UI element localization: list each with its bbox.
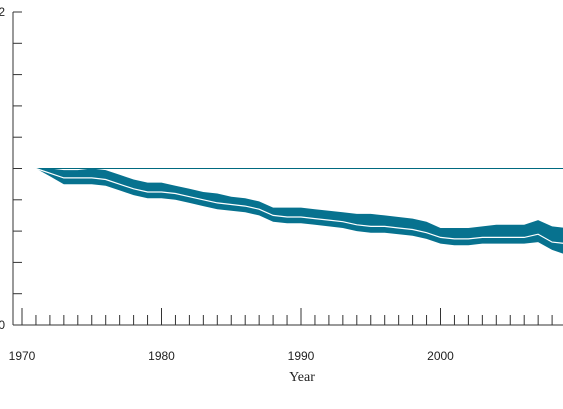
x-tick-label: 1970 — [9, 349, 36, 363]
series-band — [35, 167, 563, 254]
x-tick-label: 2000 — [427, 349, 454, 363]
x-tick-label: 1980 — [148, 349, 175, 363]
x-axis-title: Year — [289, 370, 315, 385]
y-tick-label: 0 — [0, 318, 5, 332]
x-tick-label: 1990 — [288, 349, 315, 363]
tick-labels: 1970 1980 1990 2000 2 0 — [0, 5, 454, 363]
y-tick-label: 2 — [0, 5, 5, 19]
center-line — [35, 167, 563, 244]
axes — [12, 11, 563, 326]
confidence-band — [36, 168, 563, 254]
